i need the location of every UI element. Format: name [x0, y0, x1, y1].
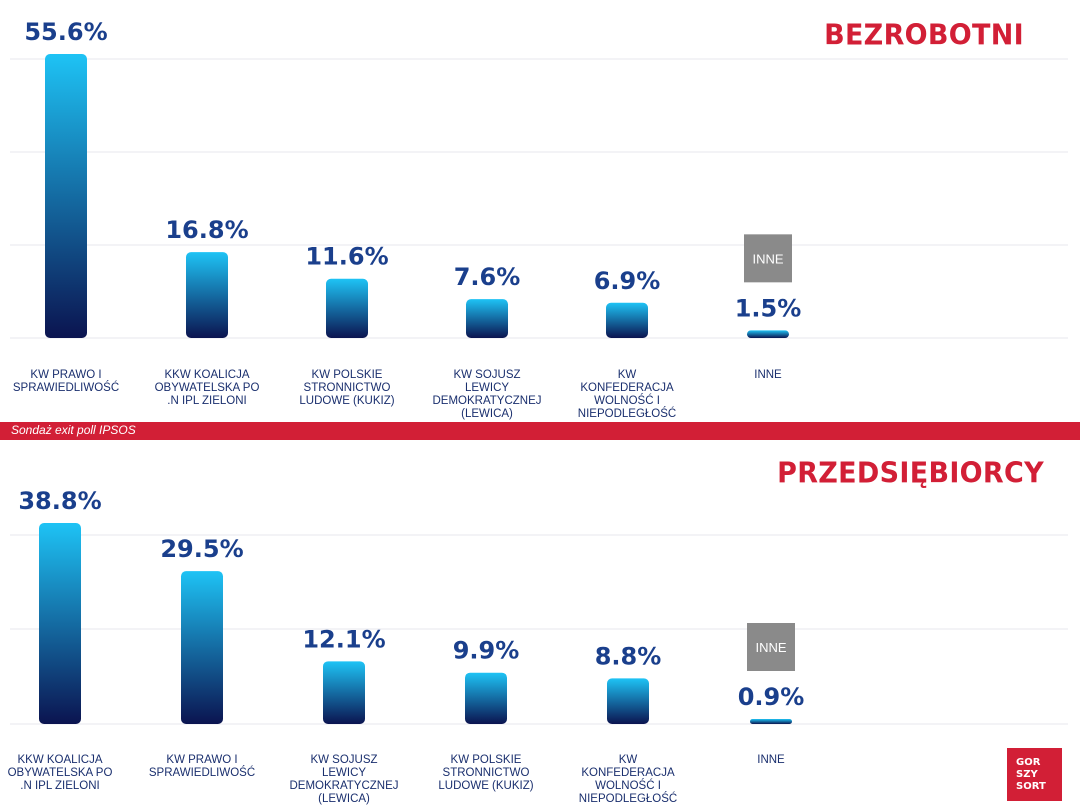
inne-badge — [744, 234, 792, 283]
value-label-4: 8.8% — [595, 642, 662, 670]
category-label-3: KW SOJUSZ LEWICY DEMOKRATYCZNEJ (LEWICA) — [432, 369, 541, 420]
category-label-1: KW PRAWO I SPRAWIEDLIWOŚĆ — [149, 754, 255, 779]
bar-5 — [750, 719, 792, 724]
value-label-5: 0.9% — [738, 683, 805, 711]
value-label-0: 38.8% — [18, 487, 101, 515]
value-label-0: 55.6% — [24, 18, 107, 46]
value-label-3: 9.9% — [453, 637, 520, 665]
bar-1 — [186, 252, 228, 338]
inne-badge — [747, 623, 795, 671]
category-label-2: KW SOJUSZ LEWICY DEMOKRATYCZNEJ (LEWICA) — [289, 754, 398, 805]
chart-bezrobotni: 55.6% KW PRAWO I SPRAWIEDLIWOŚĆ 16.8% KKW KO… — [10, 18, 1068, 420]
category-label-4: KW KONFEDERACJA WOLNOŚĆ I NIEPODLEGŁOŚĆ — [579, 754, 677, 805]
category-label-3: KW POLSKIE STRONNICTWO LUDOWE (KUKIZ) — [438, 754, 533, 792]
bar-0 — [39, 523, 81, 724]
bar-2 — [323, 661, 365, 724]
value-label-2: 12.1% — [302, 625, 385, 653]
value-label-2: 11.6% — [305, 243, 388, 271]
value-label-4: 6.9% — [594, 267, 661, 295]
logo-line-1: GOR — [1016, 756, 1041, 768]
bar-2 — [326, 278, 368, 338]
value-label-1: 16.8% — [165, 216, 248, 244]
inne-badge-label: INNE — [755, 640, 786, 655]
category-label-4: KW KONFEDERACJA WOLNOŚĆ I NIEPODLEGŁOŚĆ — [578, 369, 676, 420]
category-label-2: KW POLSKIE STRONNICTWO LUDOWE (KUKIZ) — [299, 369, 394, 407]
gorszysort-logo: GOR SZY SORT — [1007, 748, 1062, 801]
value-label-3: 7.6% — [454, 263, 521, 291]
bar-3 — [465, 672, 507, 724]
bar-4 — [606, 302, 648, 338]
category-label-1: KKW KOALICJA OBYWATELSKA PO .N IPL ZIELONI — [155, 369, 260, 407]
bar-0 — [45, 54, 87, 338]
chart-przedsiebiorcy: 38.8% KKW KOALICJA OBYWATELSKA PO .N IPL ZI… — [8, 487, 1068, 805]
chart-panel-przedsiebiorcy: 38.8% KKW KOALICJA OBYWATELSKA PO .N IPL ZI… — [0, 440, 1080, 810]
inne-badge-label: INNE — [752, 251, 783, 266]
bar-1 — [181, 571, 223, 724]
source-label: Sondaż exit poll IPSOS — [11, 423, 136, 437]
category-label-5: INNE — [757, 754, 785, 766]
bar-4 — [607, 678, 649, 724]
value-label-5: 1.5% — [735, 294, 802, 322]
chart-title-bezrobotni: BEZROBOTNI — [824, 19, 1024, 52]
logo-line-3: SORT — [1016, 780, 1046, 792]
logo-line-2: SZY — [1016, 768, 1038, 780]
value-label-1: 29.5% — [160, 535, 243, 563]
category-label-0: KW PRAWO I SPRAWIEDLIWOŚĆ — [13, 369, 119, 394]
category-label-5: INNE — [754, 369, 782, 381]
chart-panel-bezrobotni: 55.6% KW PRAWO I SPRAWIEDLIWOŚĆ 16.8% KKW KO… — [10, 18, 1068, 420]
chart-title-przedsiebiorcy: PRZEDSIĘBIORCY — [777, 457, 1044, 490]
bar-5 — [747, 330, 789, 338]
bar-3 — [466, 299, 508, 338]
source-strip: Sondaż exit poll IPSOS — [0, 422, 1080, 440]
category-label-0: KKW KOALICJA OBYWATELSKA PO .N IPL ZIELONI — [8, 754, 113, 792]
